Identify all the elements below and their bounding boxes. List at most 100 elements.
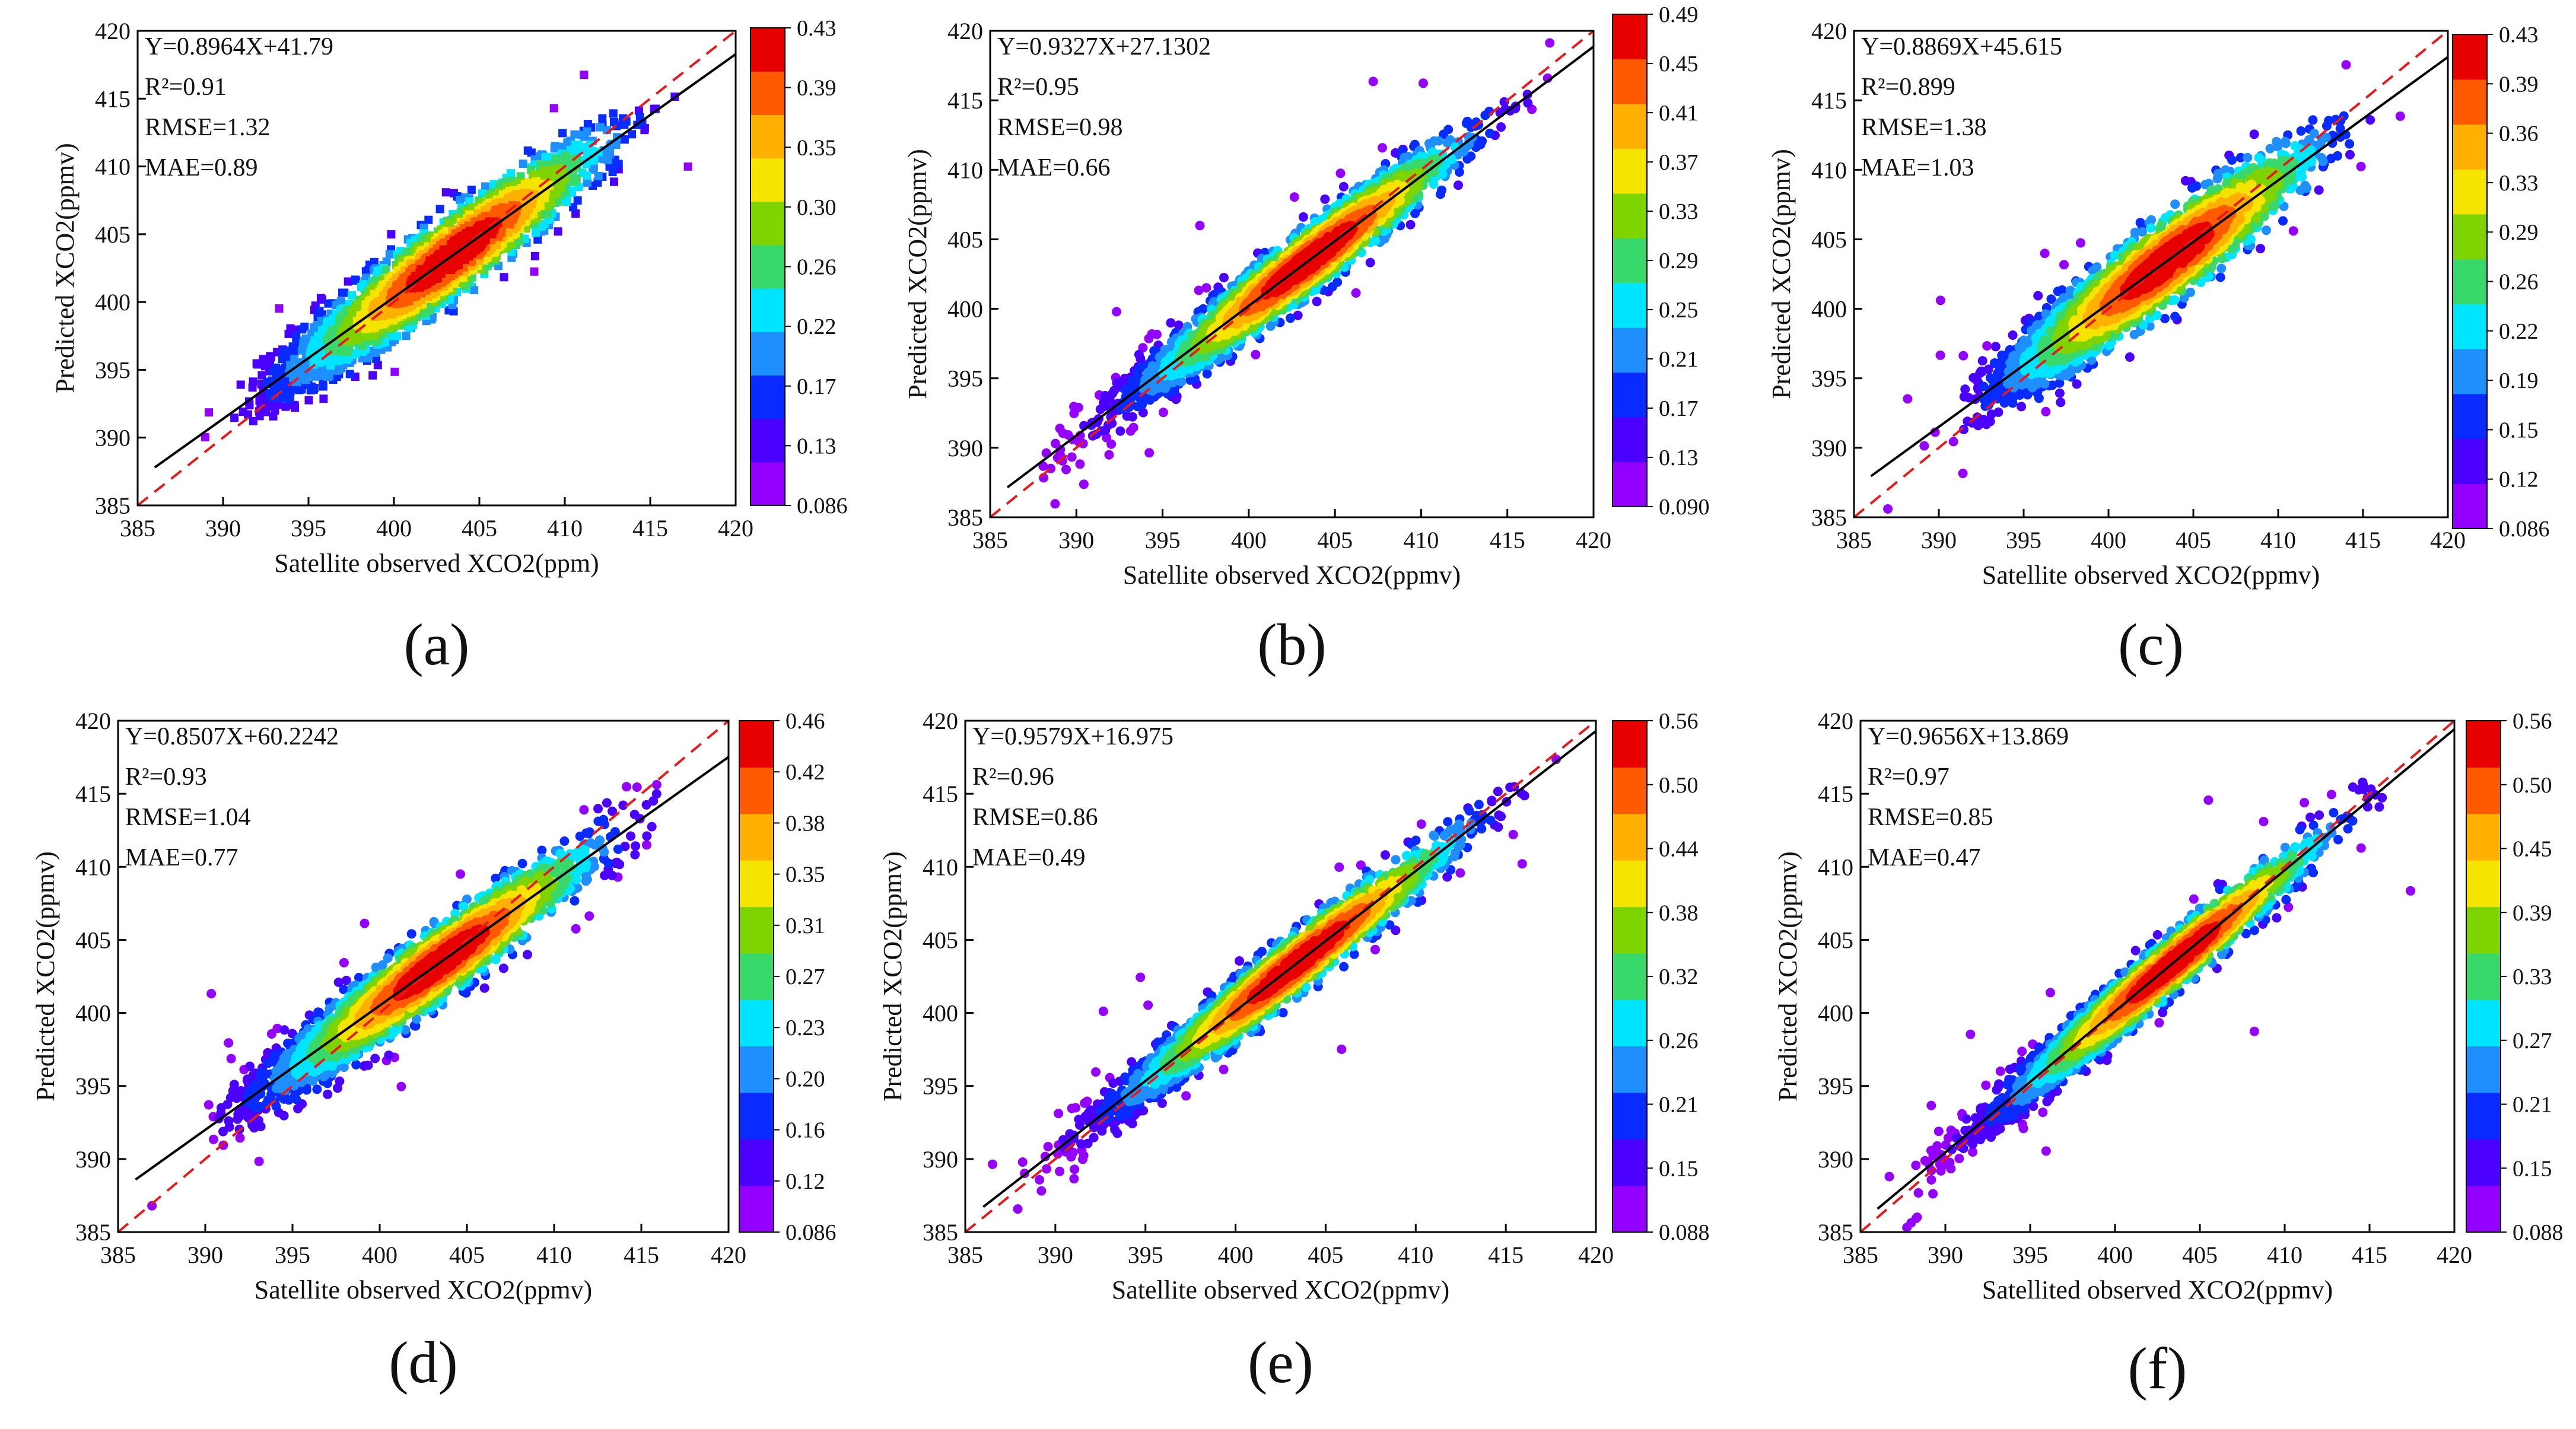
scatter-point (648, 11, 656, 19)
stats-annotation: Y=0.8964X+41.79 (145, 33, 333, 61)
scatter-point (1201, 283, 1211, 293)
x-tick-label: 385 (120, 515, 155, 542)
scatter-point (1128, 422, 1138, 432)
scatter-point (1104, 450, 1114, 460)
scatter-point (1198, 304, 1208, 314)
scatter-point (1075, 459, 1085, 469)
scatter-point (1298, 212, 1308, 222)
scatter-point (610, 177, 618, 186)
scatter-point (344, 277, 352, 286)
scatter-point (304, 396, 313, 405)
colorbar-swatch (750, 28, 785, 72)
scatter-point (205, 408, 213, 417)
plot-frame (136, 30, 737, 507)
scatter-points (1038, 38, 1555, 509)
scatter-point (1320, 194, 1330, 204)
scatter-point (527, 148, 536, 157)
scatter-point (319, 394, 328, 403)
scatter-point (558, 129, 567, 138)
colorbar-tick-label: 0.17 (797, 374, 837, 399)
scatter-point (249, 416, 257, 425)
scatter-point (596, 123, 605, 132)
colorbar-swatch (750, 332, 785, 376)
scatter-point (1335, 168, 1346, 179)
scatter-point (292, 335, 301, 344)
scatter-point (387, 230, 396, 239)
scatter-point (1194, 285, 1204, 295)
scatter-point (265, 389, 274, 397)
colorbar-swatch (750, 244, 785, 289)
scatter-point (1437, 185, 1446, 195)
scatter-point (519, 160, 527, 168)
colorbar-swatch (750, 375, 785, 419)
scatter-point (1152, 329, 1162, 339)
scatter-point (337, 297, 346, 306)
scatter-point (580, 71, 589, 79)
stats-annotation: MAE=0.89 (145, 154, 258, 182)
colorbar-tick-label: 0.39 (797, 76, 837, 101)
colorbar-tick-label: 0.086 (797, 494, 848, 518)
x-tick-label: 390 (205, 515, 241, 542)
scatter-point (683, 162, 692, 171)
scatter-point (266, 356, 274, 365)
scatter-point (1173, 320, 1184, 330)
scatter-point (368, 371, 377, 380)
y-tick-label: 400 (95, 289, 131, 316)
scatter-point (230, 413, 239, 422)
colorbar-tick-label: 0.43 (797, 16, 837, 41)
scatter-point (1067, 452, 1077, 462)
y-tick-label: 415 (95, 85, 131, 112)
scatter-point (1061, 464, 1071, 475)
y-tick-label: 395 (95, 357, 131, 383)
scatter-point (1365, 257, 1375, 268)
y-tick-label: 410 (95, 154, 131, 180)
scatter-point (589, 163, 598, 172)
scatter-point (1466, 122, 1476, 132)
scatter-point (478, 189, 486, 198)
scatter-point (605, 162, 614, 171)
scatter-point (533, 235, 542, 244)
scatter-point (424, 215, 433, 224)
scatter-point (1439, 129, 1448, 139)
scatter-point (1138, 408, 1148, 418)
scatter-point (1454, 180, 1463, 190)
scatter-point (549, 104, 558, 113)
scatter-point (281, 402, 290, 411)
scatter-point (583, 149, 591, 158)
x-tick-label: 395 (291, 515, 326, 542)
scatter-point (1185, 375, 1195, 385)
stats-annotation: R²=0.91 (145, 74, 227, 101)
scatter-point (236, 380, 245, 389)
scatter-point (569, 203, 578, 212)
colorbar-tick-label: 0.26 (797, 255, 837, 280)
scatter-point (373, 361, 382, 370)
scatter-point (1158, 408, 1168, 418)
colorbar-swatch (750, 158, 785, 202)
scatter-point (435, 205, 444, 214)
panel-b: 385 390 395 400 405 410 415 4203853903954004054… (903, 2, 1710, 677)
scatter-point (467, 185, 476, 194)
fit-line (154, 53, 736, 469)
scatter-point (385, 250, 394, 259)
colorbar-swatch (750, 418, 785, 463)
colorbar-swatch (750, 462, 785, 506)
scatter-point (1166, 318, 1176, 328)
x-axis-title: Satellite observed XCO2(ppm) (274, 549, 599, 578)
scatter-point (1332, 277, 1343, 287)
colorbar-tick-label: 0.30 (797, 195, 837, 220)
scatter-point (1112, 307, 1121, 317)
scatter-point (571, 209, 580, 218)
scatter-point (1050, 499, 1060, 509)
scatter-point (351, 276, 360, 285)
scatter-point (1195, 221, 1205, 231)
colorbar-swatch (750, 201, 785, 246)
scatter-point (1405, 219, 1416, 230)
scatter-point (390, 367, 399, 376)
panel-a: 385 390 395 400 405 410 415 4203853903954004054… (50, 11, 848, 677)
scatter-point (1442, 138, 1452, 148)
scatter-point (1251, 349, 1261, 359)
scatter-point (500, 273, 508, 282)
scatter-point (1219, 273, 1229, 282)
